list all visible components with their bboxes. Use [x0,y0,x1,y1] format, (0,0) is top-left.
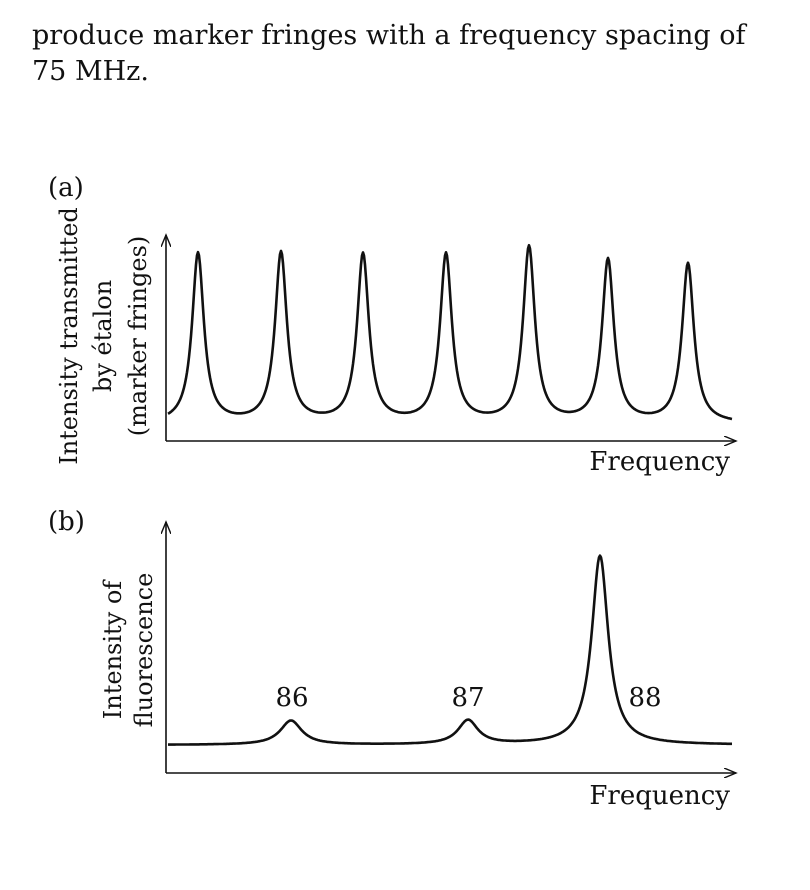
panel-b-xlabel: Frequency [589,781,730,811]
panel-a-label: (a) [48,173,84,203]
panel-a-xlabel: Frequency [589,447,730,477]
panel-a-ylabel-line-2: by étalon [89,280,117,392]
panel-a: (a) Intensity transmitted by étalon (mar… [48,173,736,477]
peak-label-87: 87 [451,683,484,713]
panel-a-fringe-curve [167,243,733,421]
peak-label-88: 88 [628,683,661,713]
intro-line-1: produce marker fringes with a frequency … [32,20,746,51]
intro-paragraph: produce marker fringes with a frequency … [32,18,792,90]
panel-b-fluorescence-curve [167,554,733,746]
intro-line-2: 75 MHz. [32,56,149,87]
panel-a-ylabel-line-3: (marker fringes) [124,236,152,436]
panel-b-ylabel-line-1: Intensity of [99,579,127,720]
panel-b-label: (b) [48,507,85,537]
panel-b: (b) Intensity of fluorescence 86 87 88 F… [48,507,736,811]
panel-b-ylabel-line-2: fluorescence [130,573,158,728]
peak-label-86: 86 [275,683,308,713]
panel-a-ylabel-line-1: Intensity transmitted [55,207,83,465]
